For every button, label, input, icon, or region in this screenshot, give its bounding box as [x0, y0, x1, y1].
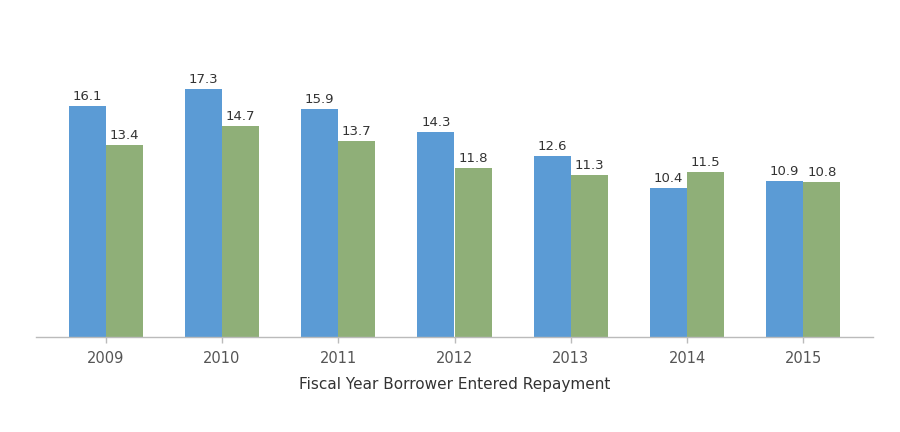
Bar	[106, 145, 143, 337]
Text: 11.5: 11.5	[691, 156, 720, 169]
Bar	[338, 140, 375, 337]
Bar	[222, 126, 259, 337]
Text: 15.9: 15.9	[305, 93, 335, 106]
Text: 13.4: 13.4	[110, 129, 140, 142]
Text: 11.8: 11.8	[458, 152, 488, 165]
Bar	[418, 132, 454, 337]
Text: 10.8: 10.8	[807, 166, 836, 179]
Text: 14.7: 14.7	[226, 110, 256, 124]
Text: 17.3: 17.3	[189, 73, 218, 86]
Bar	[534, 156, 571, 337]
Bar	[68, 106, 106, 337]
Bar	[766, 181, 803, 337]
Bar	[803, 182, 841, 337]
Text: 10.4: 10.4	[653, 172, 683, 185]
Text: 14.3: 14.3	[421, 116, 451, 129]
Text: 11.3: 11.3	[574, 159, 604, 172]
Text: 12.6: 12.6	[537, 140, 567, 153]
Bar	[184, 89, 222, 337]
Bar	[687, 172, 725, 337]
X-axis label: Fiscal Year Borrower Entered Repayment: Fiscal Year Borrower Entered Repayment	[299, 377, 610, 392]
Text: 10.9: 10.9	[770, 165, 799, 178]
Text: 13.7: 13.7	[342, 125, 372, 138]
Bar	[454, 168, 491, 337]
Bar	[571, 175, 608, 337]
Bar	[650, 188, 687, 337]
Text: 16.1: 16.1	[72, 90, 102, 103]
Bar	[301, 109, 338, 337]
